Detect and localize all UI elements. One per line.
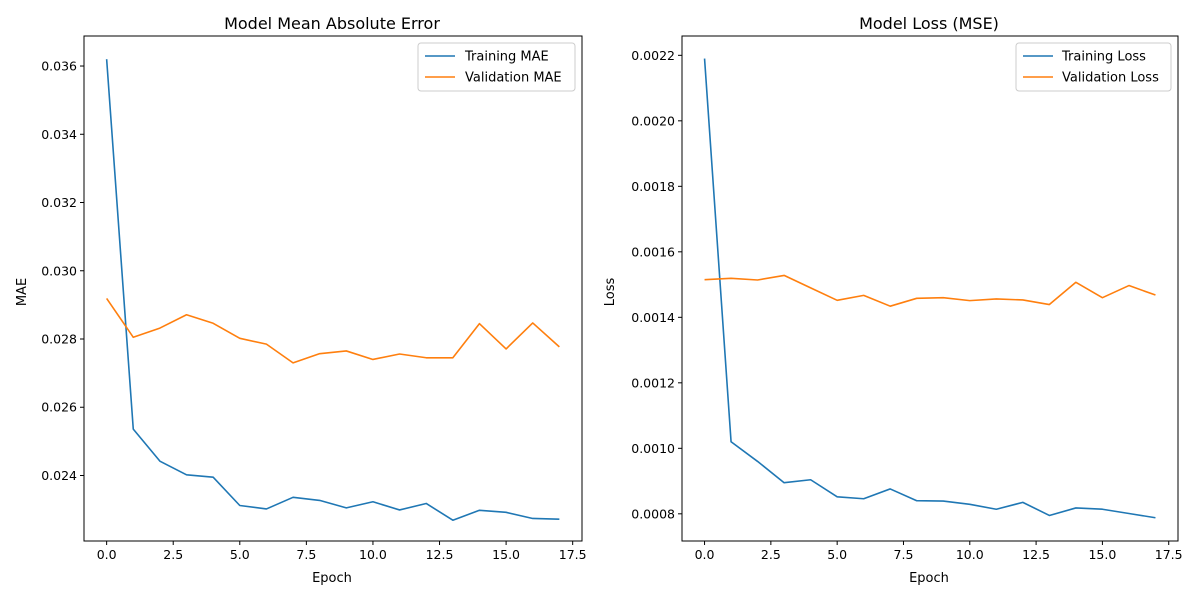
series-line-training [703,58,1156,519]
y-tick-label: 0.036 [41,59,77,74]
y-tick-label: 0.024 [41,468,77,483]
y-tick-label: 0.0018 [631,179,675,194]
x-tick-label: 17.5 [559,547,587,562]
x-tick-label: 17.5 [1155,547,1183,562]
x-tick-label: 10.0 [359,547,387,562]
y-tick-label: 0.032 [41,195,77,210]
axes-frame [83,35,583,542]
legend: Training Loss Validation Loss [1015,42,1172,92]
y-tick-label: 0.0022 [631,48,675,63]
plot-area: 0.0 2.5 5.0 7.5 10.0 12.5 15.0 17.5 0.0008 0.0010… [631,35,1183,562]
x-tick-label: 12.5 [1022,547,1050,562]
legend-label-training: Training Loss [1061,50,1146,65]
y-tick-label: 0.0016 [631,244,675,259]
y-tick-label: 0.0010 [631,441,675,456]
legend-box [1015,42,1172,92]
x-tick-label: 15.0 [1088,547,1116,562]
x-tick-label: 5.0 [230,547,250,562]
x-tick-label: 10.0 [956,547,984,562]
series-line-training [105,59,560,521]
y-tick-label: 0.0012 [631,375,675,390]
x-tick-label: 7.5 [894,547,914,562]
y-tick-label: 0.030 [41,263,77,278]
y-axis-label: MAE [15,278,30,306]
x-tick-label: 0.0 [97,547,117,562]
chart-title: Model Loss (MSE) [859,14,999,33]
y-tick-label: 0.026 [41,400,77,415]
y-tick-label: 0.0020 [631,113,675,128]
y-axis-label: Loss [603,278,618,307]
legend-label-validation: Validation MAE [465,71,562,86]
y-tick-label: 0.0008 [631,506,675,521]
mae-chart-panel: Model Mean Absolute Error Epoch MAE 0.0 2… [15,14,587,586]
x-tick-label: 2.5 [761,547,781,562]
series-line-validation [704,274,1156,307]
chart-title: Model Mean Absolute Error [224,14,440,33]
y-tick-label: 0.0014 [631,310,675,325]
x-tick-label: 7.5 [296,547,316,562]
x-tick-label: 12.5 [426,547,454,562]
y-tick-label: 0.028 [41,332,77,347]
axes-frame [681,35,1179,542]
x-tick-label: 5.0 [827,547,847,562]
x-axis-label: Epoch [909,571,949,586]
legend-box [417,42,576,92]
x-tick-label: 0.0 [695,547,715,562]
legend-label-training: Training MAE [464,50,549,65]
series-line-validation [105,297,560,364]
x-axis-label: Epoch [312,571,352,586]
legend: Training MAE Validation MAE [417,42,576,92]
y-tick-label: 0.034 [41,127,77,142]
loss-chart-panel: Model Loss (MSE) Epoch Loss 0.0 2.5 5.0 7.5… [603,14,1183,586]
x-tick-label: 15.0 [492,547,520,562]
x-tick-label: 2.5 [163,547,183,562]
legend-label-validation: Validation Loss [1062,71,1159,86]
plot-area: 0.0 2.5 5.0 7.5 10.0 12.5 15.0 17.5 0.024 0.026 0.… [41,35,587,562]
